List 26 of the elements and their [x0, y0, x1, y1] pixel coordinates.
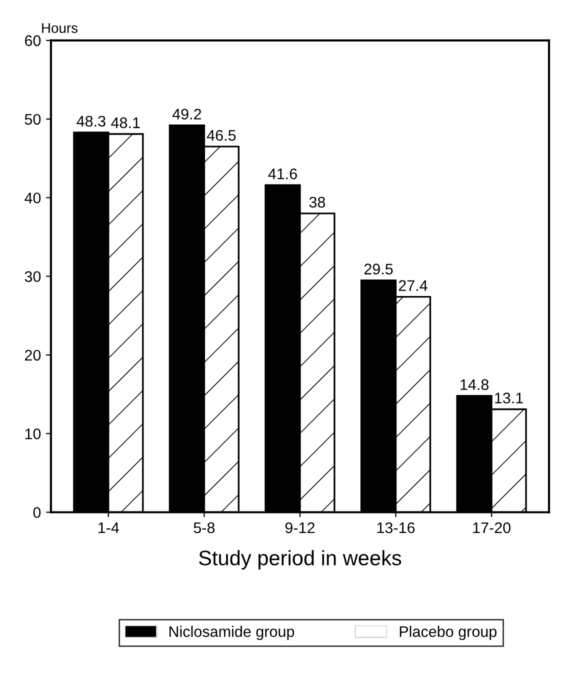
data-label: 14.8	[460, 379, 489, 390]
data-label: 46.5	[206, 130, 236, 141]
x-tick-label: 9-12	[285, 522, 315, 534]
x-axis-title: Study period in weeks	[199, 550, 402, 570]
y-axis-title: Hours	[42, 23, 78, 33]
x-tick-label: 13-16	[377, 522, 415, 534]
data-label: 41.6	[268, 168, 297, 180]
x-tick-label: 1-4	[98, 522, 120, 534]
data-label: 48.3	[76, 116, 106, 127]
x-tick-label: 5-8	[194, 522, 215, 534]
data-label: 38	[309, 196, 326, 208]
x-tick-label: 17-20	[473, 522, 510, 534]
legend-label: Placebo group	[400, 626, 497, 640]
data-label: 27.4	[398, 280, 428, 291]
data-label: 48.1	[111, 117, 140, 128]
y-tick-label: 50	[24, 114, 41, 125]
data-label: 49.2	[172, 108, 202, 120]
y-tick-label: 60	[25, 35, 41, 46]
data-label: 13.1	[495, 392, 523, 404]
y-tick-label: 10	[25, 428, 41, 440]
y-tick-label: 0	[33, 507, 41, 518]
y-tick-label: 30	[24, 271, 41, 282]
legend-label: Niclosamide group	[169, 626, 294, 640]
y-tick-label: 40	[24, 192, 41, 204]
data-label: 29.5	[364, 264, 393, 274]
y-tick-label: 20	[24, 350, 41, 361]
